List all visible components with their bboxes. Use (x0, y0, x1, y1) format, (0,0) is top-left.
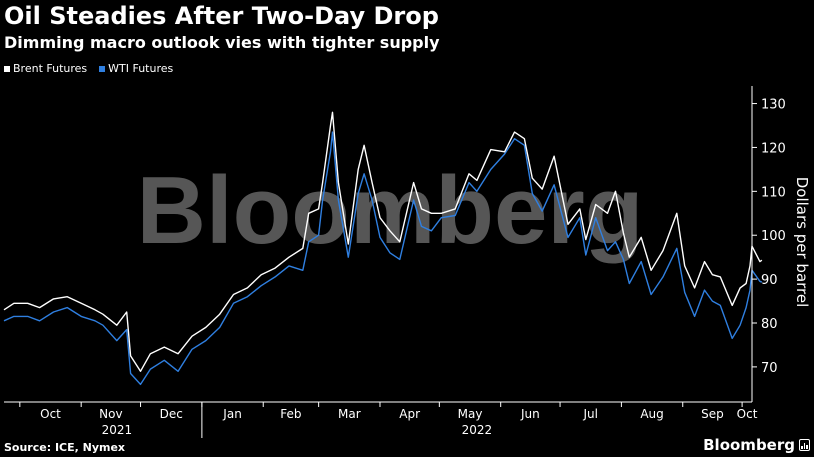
legend-label-brent: Brent Futures (13, 62, 88, 75)
legend: Brent Futures WTI Futures (4, 62, 173, 75)
chart-title: Oil Steadies After Two-Day Drop (4, 2, 439, 30)
series-line-brent-futures (3, 111, 763, 372)
series-layer (3, 111, 763, 386)
y-tick-label: 80 (761, 317, 778, 332)
x-tick-label: May (458, 407, 483, 421)
x-tick-label: Jul (582, 407, 597, 421)
y-tick-label: 100 (761, 229, 786, 244)
x-tick-label: Apr (399, 407, 420, 421)
bloomberg-brand: Bloomberg (703, 436, 810, 454)
y-tick-label: 130 (761, 98, 786, 113)
y-axis-label: Dollars per barrel (793, 177, 811, 308)
x-tick-label: Dec (160, 407, 183, 421)
y-tick-label: 70 (761, 361, 778, 376)
x-tick-label: Mar (338, 407, 361, 421)
x-year-label: 2021 (102, 423, 133, 437)
y-tick-label: 120 (761, 141, 786, 156)
x-tick-label: Jan (222, 407, 242, 421)
series-line-wti-futures (3, 131, 763, 386)
y-tick-label: 90 (761, 273, 778, 288)
legend-item-wti: WTI Futures (99, 62, 173, 75)
legend-label-wti: WTI Futures (108, 62, 174, 75)
axes-layer: 70 80 90 100 110 120 130 Oct Nov Dec Jan Feb Mar Apr M… (4, 86, 786, 438)
source-note: Source: ICE, Nymex (4, 441, 126, 454)
x-tick-label: Aug (640, 407, 663, 421)
x-tick-label: Oct (40, 407, 61, 421)
legend-item-brent: Brent Futures (4, 62, 87, 75)
legend-swatch-wti (99, 65, 106, 72)
chart-subtitle: Dimming macro outlook vies with tighter … (4, 33, 440, 52)
x-tick-label: Feb (280, 407, 301, 421)
legend-swatch-brent (4, 65, 10, 72)
x-tick-label: Nov (99, 407, 122, 421)
brand-label: Bloomberg (703, 436, 795, 454)
y-tick-label: 110 (761, 185, 786, 200)
watermark-text: Bloomberg (137, 157, 644, 264)
x-tick-label: Sep (701, 407, 724, 421)
x-year-label: 2022 (462, 423, 493, 437)
bar-chart-icon (799, 439, 810, 451)
x-tick-label: Oct (737, 407, 758, 421)
x-tick-label: Jun (520, 407, 540, 421)
